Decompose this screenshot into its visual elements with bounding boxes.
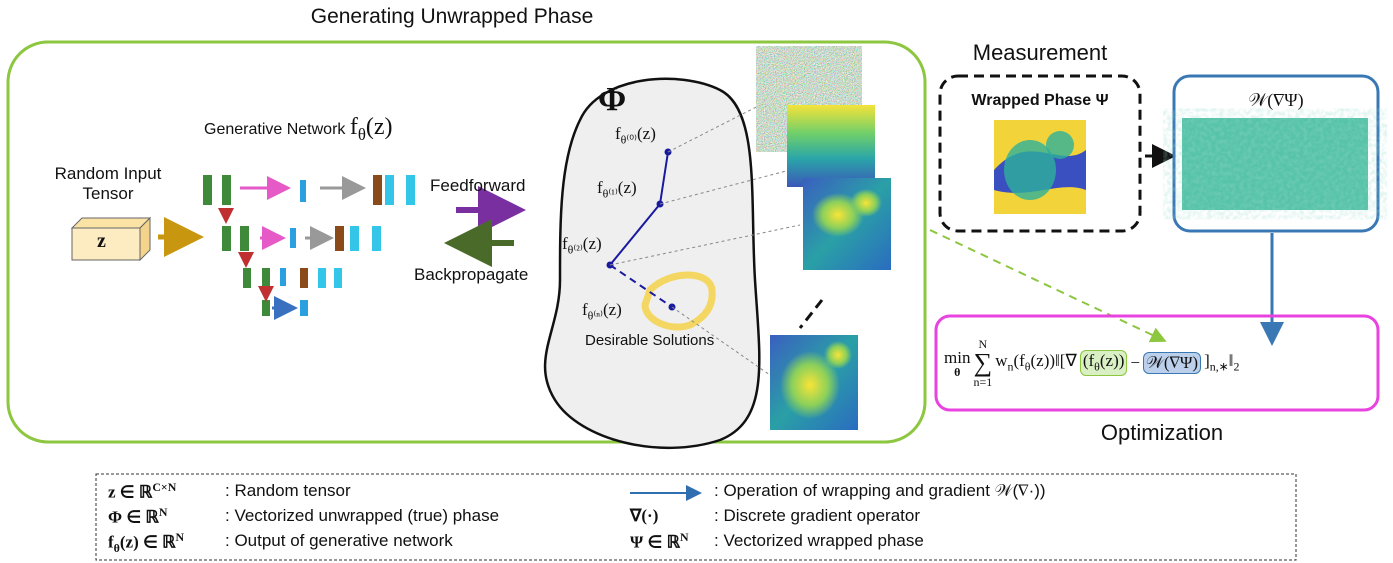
legend-desc: : Vectorized wrapped phase: [714, 531, 924, 551]
iterate-label: fθ⁽¹⁾(z): [597, 178, 637, 201]
title: Generating Unwrapped Phase: [311, 5, 594, 29]
network-fn: fθ(z): [350, 114, 393, 140]
math-part: (z): [618, 178, 637, 197]
legend-symbol: Φ ∈ ℝN: [108, 506, 167, 527]
math-part: (z) ∈ ℝ: [120, 533, 176, 552]
math-part: (z): [366, 114, 393, 140]
math-part: θ⁽ⁿ⁾: [588, 308, 603, 322]
green-term: (fθ(z)): [1080, 350, 1128, 375]
network: [203, 175, 415, 316]
math-part: (f: [1083, 351, 1094, 370]
math-part: θ⁽²⁾: [568, 242, 583, 256]
blue-term: 𝒲(∇Ψ): [1143, 352, 1201, 374]
iterate-label: fθ⁽²⁾(z): [562, 234, 602, 257]
math-part: N: [680, 530, 689, 544]
iterate-label: fθ⁽⁰⁾(z): [615, 124, 656, 147]
legend-symbol: z ∈ ℝC×N: [108, 481, 176, 502]
legend-desc: : Discrete gradient operator: [714, 506, 920, 526]
math-part: Ψ ∈ ℝ: [630, 533, 680, 552]
arrow: [930, 230, 1163, 340]
math-part: 2: [1233, 360, 1239, 374]
legend-desc: : Random tensor: [225, 481, 351, 501]
math-part: Φ ∈ ℝ: [108, 508, 159, 527]
legend-desc: : Output of generative network: [225, 531, 453, 551]
math-part: N: [159, 505, 168, 519]
solutions-label: Desirable Solutions: [585, 332, 714, 349]
legend-desc: : Operation of wrapping and gradient 𝒲(∇…: [714, 481, 1046, 501]
sum-op: ∑: [974, 350, 993, 376]
math-part: θ⁽⁰⁾: [621, 132, 637, 146]
math-part: (z))‖[∇: [1031, 351, 1077, 370]
math-part: N: [176, 530, 185, 544]
math-part: f: [350, 114, 358, 140]
math-part: (z)): [1100, 351, 1125, 370]
body: wn(fθ(z))‖[∇: [995, 351, 1077, 374]
math-part: 𝒲(∇Ψ): [1146, 353, 1198, 372]
legend-symbol: ∇(·): [630, 506, 658, 526]
min-sub: θ: [954, 366, 960, 378]
math-part: θ: [358, 125, 366, 144]
math-part: w: [995, 351, 1007, 370]
backpropagate-label: Backpropagate: [414, 265, 528, 285]
input-label: Random Input Tensor: [38, 164, 178, 203]
math-part: (z): [603, 300, 622, 319]
feedforward-label: Feedforward: [430, 176, 525, 196]
tensor-symbol: z: [97, 230, 106, 253]
sum-bottom: n=1: [973, 376, 992, 388]
legend-symbol: fθ(z) ∈ ℝN: [108, 531, 184, 556]
sum: N∑n=1: [973, 338, 992, 388]
gradient-texture: [1182, 118, 1368, 210]
minus: −: [1130, 353, 1140, 373]
optimization-title: Optimization: [1101, 420, 1223, 445]
min-op: min: [944, 349, 970, 366]
network-label: Generative Network fθ(z): [204, 114, 393, 144]
wrapped-image: [994, 120, 1086, 214]
ellipsis: [800, 300, 822, 328]
math-part: C×N: [152, 480, 176, 494]
drawing: [0, 0, 1393, 563]
math-part: (z): [583, 234, 602, 253]
legend-symbol: Ψ ∈ ℝN: [630, 531, 689, 552]
math-part: z ∈ ℝ: [108, 483, 152, 502]
math-part: (f: [1013, 351, 1024, 370]
math-part: (z): [637, 124, 656, 143]
diagram: Generating Unwrapped Phase Generative Ne…: [0, 0, 1393, 563]
math-part: ∇(·): [630, 506, 658, 525]
input-tensor: [72, 218, 150, 260]
math-part: θ⁽¹⁾: [603, 186, 618, 200]
legend-desc: : Vectorized unwrapped (true) phase: [225, 506, 499, 526]
iterate-label: fθ⁽ⁿ⁾(z): [582, 300, 622, 323]
phase-images: [765, 55, 891, 430]
space-symbol: Φ: [598, 80, 626, 119]
measurement-title: Measurement: [973, 40, 1108, 65]
math-part: n,∗: [1210, 360, 1229, 374]
gradient-label: 𝒲(∇Ψ): [1248, 90, 1303, 111]
label: Generative Network: [204, 121, 345, 138]
wrapped-label: Wrapped Phase Ψ: [971, 92, 1108, 110]
tail: ]n,∗‖2: [1204, 351, 1239, 374]
